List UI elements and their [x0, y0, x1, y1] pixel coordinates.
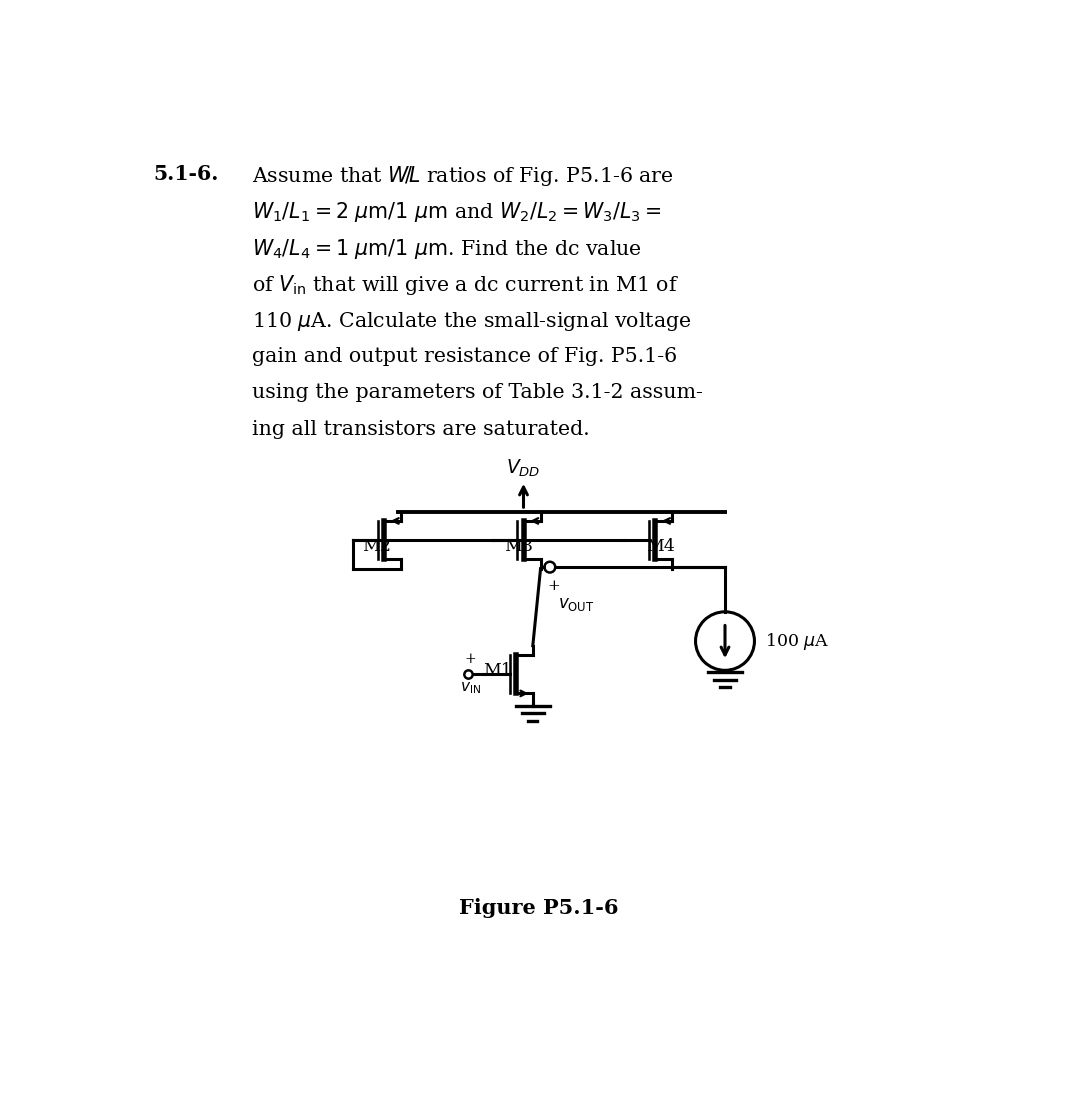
- Text: 110 $\mu$A. Calculate the small-signal voltage: 110 $\mu$A. Calculate the small-signal v…: [252, 310, 692, 333]
- Text: $v_{\mathrm{OUT}}$: $v_{\mathrm{OUT}}$: [557, 596, 594, 614]
- Text: ing all transistors are saturated.: ing all transistors are saturated.: [252, 420, 590, 439]
- Text: M2: M2: [362, 538, 392, 554]
- Text: $v_{\mathrm{IN}}$: $v_{\mathrm{IN}}$: [460, 680, 481, 696]
- Text: M3: M3: [504, 538, 533, 554]
- Text: M1: M1: [483, 662, 512, 679]
- Text: $W_1/L_1 = 2\ \mu\mathrm{m}/1\ \mu\mathrm{m}$ and $W_2/L_2 = W_3/L_3 =$: $W_1/L_1 = 2\ \mu\mathrm{m}/1\ \mu\mathr…: [252, 200, 662, 224]
- Text: of $V_{\mathrm{in}}$ that will give a dc current in M1 of: of $V_{\mathrm{in}}$ that will give a dc…: [252, 273, 679, 298]
- Text: $V_{DD}$: $V_{DD}$: [506, 458, 541, 479]
- Text: gain and output resistance of Fig. P5.1-6: gain and output resistance of Fig. P5.1-…: [252, 346, 678, 365]
- Text: Figure P5.1-6: Figure P5.1-6: [459, 898, 619, 918]
- Text: 100 $\mu$A: 100 $\mu$A: [765, 631, 830, 652]
- Text: $W_4/L_4 = 1\ \mu\mathrm{m}/1\ \mu\mathrm{m}$. Find the dc value: $W_4/L_4 = 1\ \mu\mathrm{m}/1\ \mu\mathr…: [252, 236, 642, 261]
- Text: +: +: [547, 579, 560, 592]
- Text: +: +: [465, 652, 477, 665]
- Text: 5.1-6.: 5.1-6.: [153, 164, 219, 184]
- Text: Assume that $W\!/\!L$ ratios of Fig. P5.1-6 are: Assume that $W\!/\!L$ ratios of Fig. P5.…: [252, 164, 673, 188]
- Text: M4: M4: [646, 538, 675, 554]
- Text: using the parameters of Table 3.1-2 assum-: using the parameters of Table 3.1-2 assu…: [252, 383, 703, 402]
